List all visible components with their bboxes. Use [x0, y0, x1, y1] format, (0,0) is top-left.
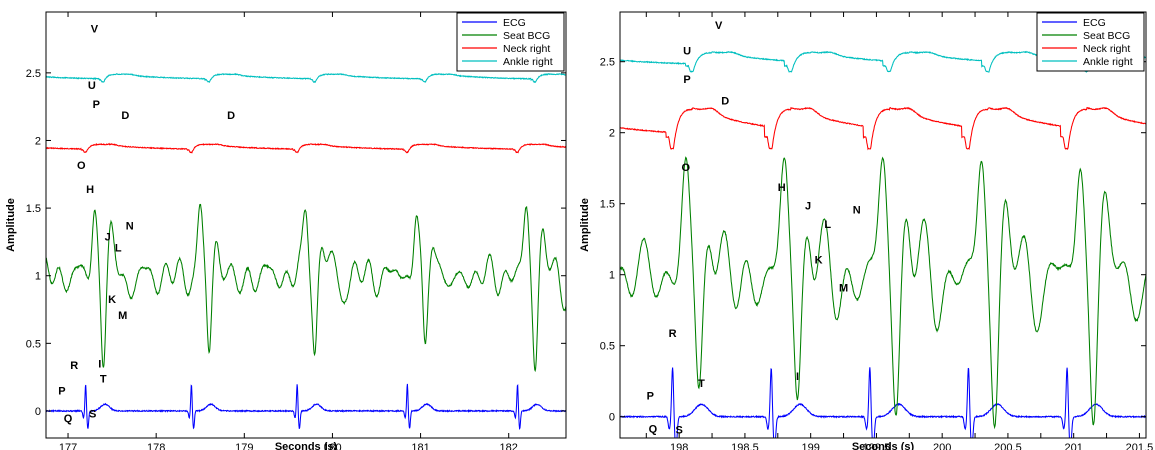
annotation-s: S [676, 425, 683, 437]
series-seat-bcg [46, 203, 566, 373]
annotation-r: R [70, 360, 78, 372]
annotation-i: I [98, 359, 101, 371]
annotation-j: J [105, 232, 111, 244]
legend-label: Neck right [1083, 43, 1130, 55]
y-tick-label: 0 [609, 412, 615, 424]
annotation-o: O [77, 160, 86, 172]
annotation-h: H [86, 184, 94, 196]
legend-label: Neck right [503, 43, 550, 55]
y-tick-label: 1 [35, 271, 41, 283]
x-tick-label: 198 [670, 442, 688, 450]
x-tick-label: 200 [933, 442, 951, 450]
annotation-t: T [100, 374, 107, 386]
annotation-q: Q [64, 413, 73, 425]
annotation-n: N [853, 205, 861, 217]
series-neck-right [46, 142, 566, 154]
annotation-n: N [126, 221, 134, 233]
y-tick-label: 2.5 [600, 57, 615, 69]
plot-area [46, 12, 566, 438]
x-tick-label: 201.5 [1126, 442, 1154, 450]
panel-1: 177 178 179 180 181 182 0 0.5 1 1.5 2 2.5 Seconds (s… [5, 11, 567, 450]
y-tick-label: 2 [35, 135, 41, 147]
annotation-s: S [89, 409, 96, 421]
annotation-v: V [715, 20, 723, 32]
x-tick-label: 181 [411, 442, 429, 450]
x-tick-label: 200.5 [994, 442, 1022, 450]
annotation-p: P [683, 74, 690, 86]
annotation-d: D [227, 110, 235, 122]
x-tick-label: 198.5 [731, 442, 759, 450]
series-ecg [46, 383, 566, 430]
annotation-i: I [796, 371, 799, 383]
annotation-m: M [839, 283, 848, 295]
series-ankle-right [46, 72, 566, 84]
annotation-p: P [58, 386, 65, 398]
plot-area [620, 12, 1146, 438]
y-tick-label: 1 [609, 270, 615, 282]
y-axis-label: Amplitude [579, 198, 591, 252]
annotation-h: H [778, 182, 786, 194]
annotation-r: R [669, 328, 677, 340]
series-neck-right [620, 106, 1146, 151]
x-axis-label: Seconds (s) [275, 441, 338, 450]
annotation-j: J [805, 200, 811, 212]
x-tick-label: 177 [59, 442, 77, 450]
series-seat-bcg [620, 156, 1146, 430]
annotation-v: V [91, 23, 99, 35]
annotation-k: K [815, 254, 823, 266]
y-tick-label: 2 [609, 128, 615, 140]
axes-frame [619, 11, 1147, 439]
legend-label: Ankle right [1083, 56, 1133, 68]
axes-frame [45, 11, 567, 439]
annotation-k: K [108, 294, 116, 306]
x-tick-label: 199.5 [863, 442, 891, 450]
y-tick-label: 0.5 [26, 338, 41, 350]
annotation-l: L [115, 242, 122, 254]
annotation-o: O [681, 162, 690, 174]
series-ecg [620, 367, 1146, 438]
x-tick-label: 201 [1064, 442, 1082, 450]
annotation-p: P [647, 391, 654, 403]
x-tick-label: 178 [147, 442, 165, 450]
legend-label: Seat BCG [1083, 30, 1130, 42]
x-tick-label: 179 [235, 442, 253, 450]
panel-2: 198 198.5 199 199.5 200 200.5 201 201.5 0 0.5 1 1.5… [579, 11, 1154, 450]
y-tick-label: 1.5 [600, 199, 615, 211]
annotation-l: L [824, 219, 831, 231]
y-tick-label: 1.5 [26, 203, 41, 215]
annotation-q: Q [649, 423, 658, 435]
legend-label: Seat BCG [503, 30, 550, 42]
annotation-d: D [121, 110, 129, 122]
x-axis-label: Seconds (s) [852, 441, 915, 450]
annotation-u: U [88, 80, 96, 92]
legend-label: Ankle right [503, 56, 553, 68]
y-tick-label: 0 [35, 406, 41, 418]
x-tick-label: 180 [323, 442, 341, 450]
y-axis-label: Amplitude [5, 198, 17, 252]
annotation-d: D [721, 95, 729, 107]
y-tick-label: 0.5 [600, 341, 615, 353]
legend-label: ECG [1083, 17, 1106, 29]
legend-label: ECG [503, 17, 526, 29]
annotation-p: P [93, 99, 100, 111]
annotation-m: M [118, 310, 127, 322]
x-tick-label: 199 [801, 442, 819, 450]
x-tick-label: 182 [500, 442, 518, 450]
annotation-t: T [698, 378, 705, 390]
y-tick-label: 2.5 [26, 68, 41, 80]
series-group [46, 72, 566, 430]
annotation-u: U [683, 46, 691, 58]
